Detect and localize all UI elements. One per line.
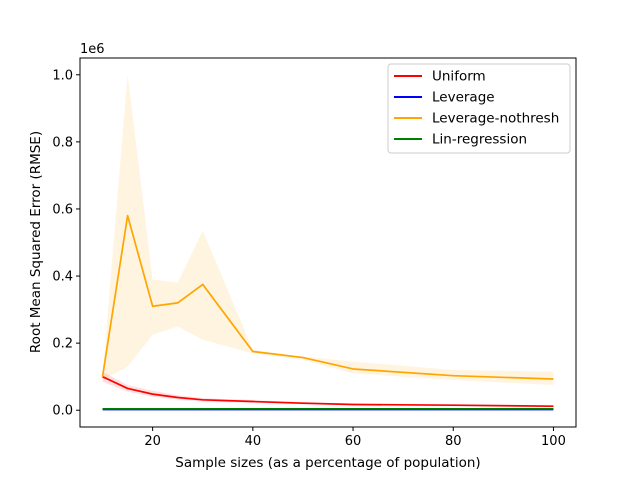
leverage-nothresh-line <box>101 214 554 380</box>
x-tick-label: 20 <box>144 434 161 449</box>
y-tick-label: 0.4 <box>52 270 73 285</box>
series-lines <box>101 214 554 411</box>
y-tick-label: 0.0 <box>52 404 73 419</box>
y-axis-title: Root Mean Squared Error (RMSE) <box>28 131 44 353</box>
x-tick-label: 40 <box>245 434 262 449</box>
y-tick-label: 0.8 <box>52 135 73 150</box>
confidence-bands <box>102 74 554 407</box>
y-tick-label: 1.0 <box>52 68 73 83</box>
y-offset-label: 1e6 <box>80 42 105 57</box>
y-tick-label: 0.2 <box>52 337 73 352</box>
uniform-legend-label: Uniform <box>432 69 486 85</box>
x-axis-ticks: 20 40 60 80 100 <box>144 427 566 449</box>
leverage-nothresh-band <box>102 74 554 386</box>
leverage-legend-label: Leverage <box>432 90 495 106</box>
x-tick-label: 80 <box>445 434 462 449</box>
uniform-line <box>102 375 554 408</box>
x-tick-label: 60 <box>345 434 362 449</box>
leverage-nothresh-legend-label: Leverage-nothresh <box>432 111 559 127</box>
legend: Uniform Leverage Leverage-nothresh Lin-regr… <box>387 63 571 154</box>
x-tick-label: 100 <box>541 434 566 449</box>
legend-box <box>387 63 571 154</box>
x-axis-title: Sample sizes (as a percentage of populat… <box>175 455 480 471</box>
lin-regression-legend-label: Lin-regression <box>432 132 527 148</box>
plot-frame <box>79 57 577 428</box>
y-tick-label: 0.6 <box>52 202 73 217</box>
y-axis-ticks: 0.0 0.2 0.4 0.6 0.8 1.0 <box>52 68 80 419</box>
